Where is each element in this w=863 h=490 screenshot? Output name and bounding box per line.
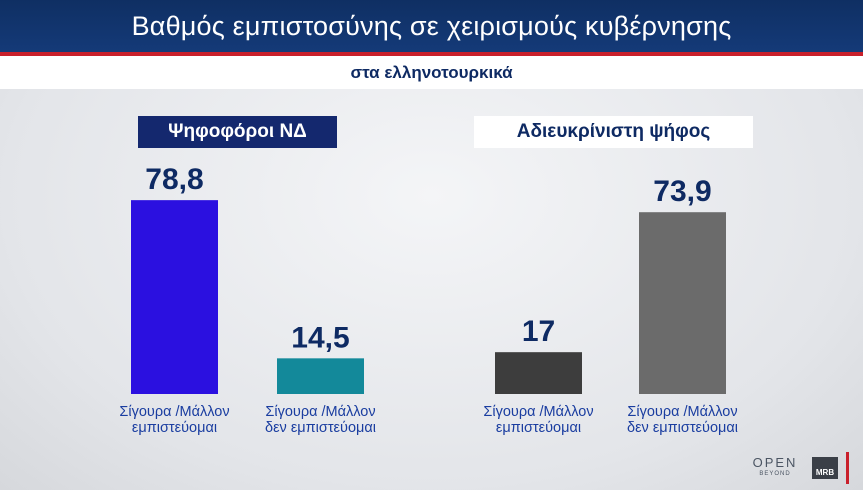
open-logo: OPEN	[752, 455, 798, 470]
bar-value-label-3: 17	[522, 315, 555, 348]
bar-category-label-1-line-1: Σίγουρα /Μάλλον	[119, 404, 229, 420]
chart-subtitle: στα ελληνοτουρκικά	[0, 56, 863, 89]
bar-category-label-4-line-2: δεν εμπιστεύομαι	[627, 420, 738, 436]
group-label-nd: Ψηφοφόροι ΝΔ	[138, 116, 337, 148]
bar-category-label-3-line-1: Σίγουρα /Μάλλον	[483, 404, 593, 420]
chart-title: Βαθμός εμπιστοσύνης σε χειρισμούς κυβέρν…	[131, 10, 732, 41]
bar-category-label-2-line-2: δεν εμπιστεύομαι	[265, 420, 376, 436]
bar-3	[495, 352, 582, 394]
title-bar: Βαθμός εμπιστοσύνης σε χειρισμούς κυβέρν…	[0, 0, 863, 56]
bar-2	[277, 358, 364, 394]
bar-value-label-2: 14,5	[291, 321, 349, 354]
bar-4	[639, 212, 726, 394]
bar-category-label-3-line-2: εμπιστεύομαι	[496, 420, 581, 436]
logo-divider	[846, 452, 849, 484]
group-label-undecided: Αδιευκρίνιστη ψήφος	[474, 116, 753, 148]
mrb-logo: MRB	[812, 457, 838, 479]
bar-category-label-4-line-1: Σίγουρα /Μάλλον	[627, 404, 737, 420]
beyond-logo-text: BEYOND	[759, 471, 791, 477]
bar-1	[131, 200, 218, 394]
bar-value-label-1: 78,8	[145, 163, 203, 196]
bar-category-label-2-line-1: Σίγουρα /Μάλλον	[265, 404, 375, 420]
bar-category-label-1-line-2: εμπιστεύομαι	[132, 420, 217, 436]
bar-value-label-4: 73,9	[653, 175, 711, 208]
